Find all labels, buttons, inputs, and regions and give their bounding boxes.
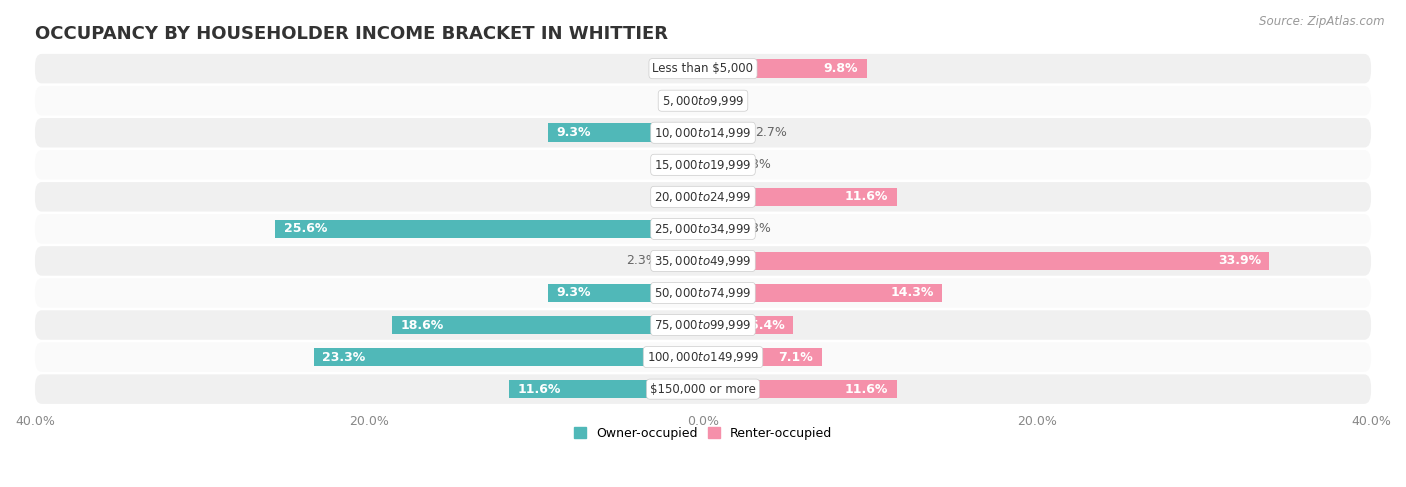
- Text: 0.0%: 0.0%: [662, 158, 695, 171]
- Text: $25,000 to $34,999: $25,000 to $34,999: [654, 222, 752, 236]
- FancyBboxPatch shape: [35, 118, 1371, 148]
- Bar: [665, 252, 703, 270]
- Text: 0.0%: 0.0%: [662, 190, 695, 204]
- Bar: [276, 220, 703, 238]
- Text: 11.6%: 11.6%: [517, 383, 561, 395]
- Text: Source: ZipAtlas.com: Source: ZipAtlas.com: [1260, 15, 1385, 28]
- FancyBboxPatch shape: [35, 150, 1371, 180]
- Bar: [392, 316, 703, 335]
- Text: $35,000 to $49,999: $35,000 to $49,999: [654, 254, 752, 268]
- Text: $5,000 to $9,999: $5,000 to $9,999: [662, 94, 744, 108]
- Bar: [703, 316, 793, 335]
- Bar: [703, 59, 866, 78]
- Text: 5.4%: 5.4%: [749, 318, 785, 332]
- Text: 33.9%: 33.9%: [1218, 254, 1261, 267]
- Legend: Owner-occupied, Renter-occupied: Owner-occupied, Renter-occupied: [568, 422, 838, 445]
- Text: $150,000 or more: $150,000 or more: [650, 383, 756, 395]
- Bar: [703, 123, 748, 142]
- Text: $75,000 to $99,999: $75,000 to $99,999: [654, 318, 752, 332]
- Text: 1.8%: 1.8%: [740, 158, 772, 171]
- Text: 9.3%: 9.3%: [555, 286, 591, 300]
- Text: 7.1%: 7.1%: [779, 351, 813, 364]
- Text: $100,000 to $149,999: $100,000 to $149,999: [647, 350, 759, 364]
- Text: $15,000 to $19,999: $15,000 to $19,999: [654, 158, 752, 172]
- Bar: [703, 220, 733, 238]
- Text: 18.6%: 18.6%: [401, 318, 444, 332]
- Text: $20,000 to $24,999: $20,000 to $24,999: [654, 190, 752, 204]
- FancyBboxPatch shape: [35, 278, 1371, 308]
- Text: 9.8%: 9.8%: [824, 62, 858, 75]
- Text: 14.3%: 14.3%: [890, 286, 934, 300]
- Bar: [703, 155, 733, 174]
- Bar: [314, 348, 703, 366]
- Bar: [703, 348, 821, 366]
- Text: 0.0%: 0.0%: [662, 94, 695, 107]
- Bar: [548, 284, 703, 302]
- Text: OCCUPANCY BY HOUSEHOLDER INCOME BRACKET IN WHITTIER: OCCUPANCY BY HOUSEHOLDER INCOME BRACKET …: [35, 25, 668, 43]
- FancyBboxPatch shape: [35, 310, 1371, 340]
- Text: 9.3%: 9.3%: [555, 126, 591, 139]
- FancyBboxPatch shape: [35, 375, 1371, 404]
- Text: 11.6%: 11.6%: [845, 190, 889, 204]
- Bar: [703, 252, 1270, 270]
- FancyBboxPatch shape: [35, 214, 1371, 244]
- Text: $10,000 to $14,999: $10,000 to $14,999: [654, 126, 752, 140]
- FancyBboxPatch shape: [35, 182, 1371, 211]
- Bar: [509, 380, 703, 398]
- Text: Less than $5,000: Less than $5,000: [652, 62, 754, 75]
- Text: 11.6%: 11.6%: [845, 383, 889, 395]
- Bar: [703, 284, 942, 302]
- Text: 2.3%: 2.3%: [626, 254, 658, 267]
- Text: 2.7%: 2.7%: [755, 126, 786, 139]
- Text: 1.8%: 1.8%: [740, 223, 772, 235]
- Text: 0.0%: 0.0%: [711, 94, 744, 107]
- Text: 0.0%: 0.0%: [662, 62, 695, 75]
- Text: $50,000 to $74,999: $50,000 to $74,999: [654, 286, 752, 300]
- Text: 23.3%: 23.3%: [322, 351, 366, 364]
- Bar: [548, 123, 703, 142]
- FancyBboxPatch shape: [35, 342, 1371, 372]
- FancyBboxPatch shape: [35, 54, 1371, 83]
- FancyBboxPatch shape: [35, 246, 1371, 276]
- Text: 25.6%: 25.6%: [284, 223, 328, 235]
- Bar: [703, 380, 897, 398]
- Bar: [703, 187, 897, 206]
- FancyBboxPatch shape: [35, 86, 1371, 115]
